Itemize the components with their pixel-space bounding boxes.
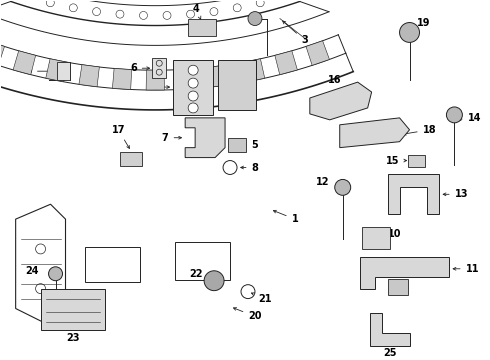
- Polygon shape: [243, 59, 265, 82]
- Text: 14: 14: [458, 113, 481, 123]
- Polygon shape: [112, 68, 132, 90]
- Bar: [85, 247, 140, 282]
- Text: 21: 21: [251, 293, 271, 303]
- Text: 10: 10: [366, 229, 401, 239]
- Polygon shape: [185, 118, 225, 158]
- Circle shape: [446, 107, 463, 123]
- Text: 13: 13: [443, 189, 468, 199]
- Polygon shape: [79, 65, 99, 87]
- Text: 7: 7: [162, 133, 181, 143]
- Polygon shape: [340, 118, 410, 148]
- Polygon shape: [146, 70, 165, 90]
- Text: 22: 22: [190, 269, 211, 280]
- Text: 11: 11: [453, 264, 479, 274]
- Bar: [228, 138, 246, 152]
- Bar: [121, 152, 142, 166]
- Circle shape: [248, 12, 262, 26]
- Bar: [218, 60, 256, 110]
- Polygon shape: [388, 175, 440, 214]
- Circle shape: [188, 65, 198, 75]
- Text: 17: 17: [112, 125, 129, 148]
- Text: 20: 20: [234, 308, 262, 321]
- Bar: [388, 279, 408, 294]
- Polygon shape: [360, 257, 449, 289]
- Text: 5: 5: [241, 140, 258, 150]
- Text: 4: 4: [193, 4, 201, 19]
- Circle shape: [335, 179, 351, 195]
- Text: 9: 9: [25, 66, 53, 76]
- Text: 2: 2: [152, 82, 170, 92]
- Text: 24: 24: [25, 266, 39, 276]
- Polygon shape: [0, 41, 4, 66]
- Circle shape: [188, 91, 198, 101]
- Polygon shape: [306, 41, 329, 66]
- Bar: [188, 19, 216, 36]
- Circle shape: [204, 271, 224, 291]
- Text: 12: 12: [316, 177, 330, 188]
- Polygon shape: [275, 51, 297, 75]
- Text: 18: 18: [403, 125, 436, 135]
- Polygon shape: [13, 51, 36, 75]
- Circle shape: [188, 78, 198, 88]
- Text: 6: 6: [130, 63, 149, 73]
- Bar: [56, 62, 71, 80]
- Circle shape: [399, 23, 419, 42]
- Polygon shape: [369, 314, 410, 346]
- Polygon shape: [46, 59, 67, 82]
- Text: 23: 23: [67, 333, 80, 343]
- Text: 1: 1: [273, 210, 298, 224]
- Circle shape: [188, 103, 198, 113]
- Bar: [41, 289, 105, 330]
- Bar: [175, 242, 230, 280]
- Bar: [152, 58, 166, 78]
- Bar: [408, 154, 425, 167]
- Bar: [173, 60, 213, 115]
- Text: 19: 19: [416, 18, 430, 27]
- Polygon shape: [211, 65, 232, 87]
- Polygon shape: [310, 82, 371, 120]
- Text: 16: 16: [328, 75, 342, 96]
- Text: 3: 3: [283, 21, 308, 45]
- Bar: [362, 227, 390, 249]
- Text: 8: 8: [241, 162, 258, 172]
- Text: 15: 15: [386, 156, 407, 166]
- Circle shape: [49, 267, 63, 281]
- Text: 25: 25: [383, 348, 396, 358]
- Polygon shape: [179, 68, 198, 90]
